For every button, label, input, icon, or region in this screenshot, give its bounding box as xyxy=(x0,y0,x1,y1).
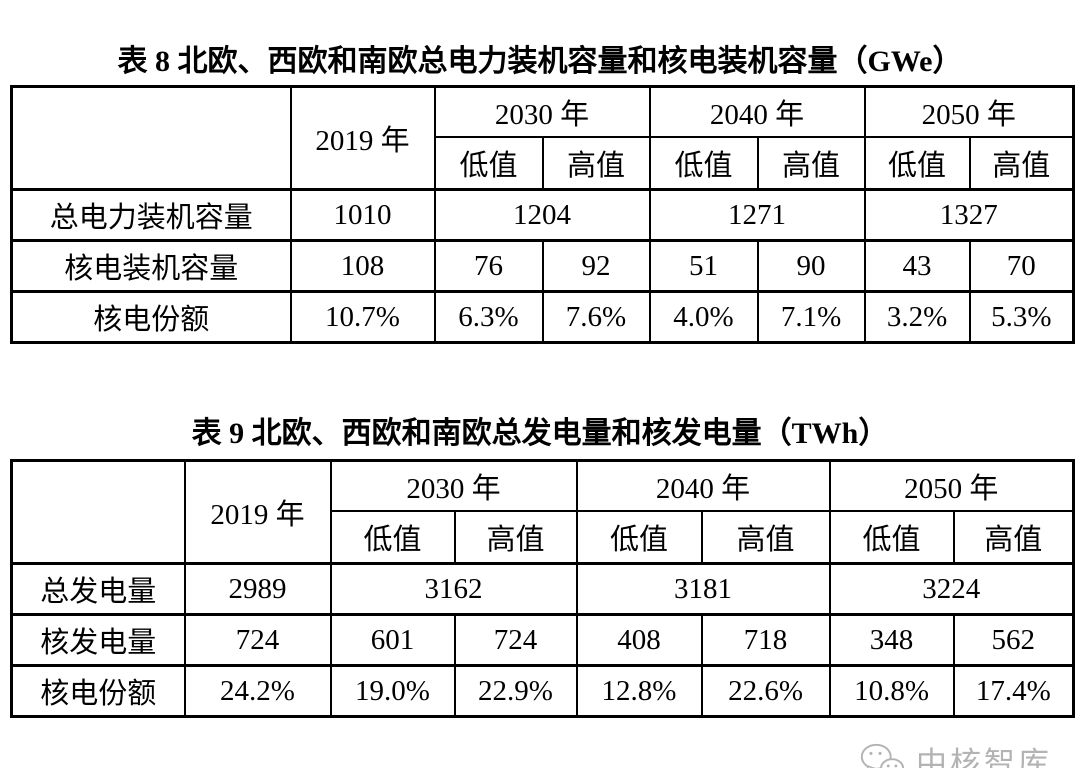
cell-share-2019: 10.7% xyxy=(289,290,436,344)
year-header-2040: 2040 年 xyxy=(575,459,831,512)
cell-total-2050: 1327 xyxy=(863,188,1075,242)
year-header-2030: 2030 年 xyxy=(433,85,651,138)
cell-total-2030: 1204 xyxy=(433,188,651,242)
document-page: 表 8 北欧、西欧和南欧总电力装机容量和核电装机容量（GWe） 2019 年 2… xyxy=(0,44,1080,768)
wechat-icon xyxy=(860,743,905,768)
table-row: 总电力装机容量 1010 1204 1271 1327 xyxy=(10,188,1075,242)
cell-nuclear-2019: 108 xyxy=(289,239,436,293)
subheader-2050-high: 高值 xyxy=(952,509,1075,565)
cell-total-2019: 2989 xyxy=(183,562,332,616)
year-header-2050: 2050 年 xyxy=(863,85,1075,138)
cell-nuclear-2030-low: 601 xyxy=(329,613,456,667)
row-label-nuclear-share: 核电份额 xyxy=(10,290,292,344)
subheader-2050-high: 高值 xyxy=(968,135,1075,191)
table-row: 核发电量 724 601 724 408 718 348 562 xyxy=(10,613,1075,667)
cell-share-2030-low: 19.0% xyxy=(329,664,456,718)
cell-nuclear-2019: 724 xyxy=(183,613,332,667)
cell-nuclear-2050-low: 348 xyxy=(828,613,955,667)
subheader-2040-high: 高值 xyxy=(756,135,866,191)
subheader-2040-low: 低值 xyxy=(575,509,703,565)
corner-cell xyxy=(10,85,292,191)
corner-cell xyxy=(10,459,186,565)
cell-nuclear-2040-high: 90 xyxy=(756,239,866,293)
row-label-total-generation: 总发电量 xyxy=(10,562,186,616)
row-label-nuclear-share: 核电份额 xyxy=(10,664,186,718)
cell-nuclear-2030-high: 92 xyxy=(541,239,651,293)
year-header-2050: 2050 年 xyxy=(828,459,1075,512)
subheader-2050-low: 低值 xyxy=(828,509,955,565)
table-row: 2019 年 2030 年 2040 年 2050 年 xyxy=(10,459,1075,565)
cell-share-2030-high: 7.6% xyxy=(541,290,651,344)
row-label-nuclear-generation: 核发电量 xyxy=(10,613,186,667)
cell-share-2050-low: 10.8% xyxy=(828,664,955,718)
subheader-2040-low: 低值 xyxy=(648,135,759,191)
cell-nuclear-2050-low: 43 xyxy=(863,239,971,293)
cell-nuclear-2040-low: 408 xyxy=(575,613,703,667)
cell-nuclear-2030-high: 724 xyxy=(453,613,578,667)
cell-total-2019: 1010 xyxy=(289,188,436,242)
row-label-nuclear-capacity: 核电装机容量 xyxy=(10,239,292,293)
table-row: 2019 年 2030 年 2040 年 2050 年 xyxy=(10,85,1075,191)
cell-share-2050-high: 5.3% xyxy=(968,290,1075,344)
cell-share-2030-high: 22.9% xyxy=(453,664,578,718)
cell-total-2030: 3162 xyxy=(329,562,578,616)
watermark: 中核智库 xyxy=(858,741,1052,768)
subheader-2050-low: 低值 xyxy=(863,135,971,191)
watermark-text: 中核智库 xyxy=(916,746,1052,768)
year-header-2040: 2040 年 xyxy=(648,85,866,138)
table8: 2019 年 2030 年 2040 年 2050 年 低值 高值 低值 高值 … xyxy=(10,85,1076,344)
row-label-total-capacity: 总电力装机容量 xyxy=(10,188,292,242)
cell-share-2030-low: 6.3% xyxy=(433,290,544,344)
year-header-2030: 2030 年 xyxy=(329,459,578,512)
cell-nuclear-2030-low: 76 xyxy=(433,239,544,293)
cell-share-2050-high: 17.4% xyxy=(952,664,1075,718)
cell-share-2040-high: 7.1% xyxy=(756,290,866,344)
table-row: 核电份额 10.7% 6.3% 7.6% 4.0% 7.1% 3.2% 5.3% xyxy=(10,290,1075,344)
table-row: 低值 高值 低值 高值 低值 高值 xyxy=(12,509,1075,565)
table-row: 低值 高值 低值 高值 低值 高值 xyxy=(12,135,1075,191)
cell-total-2040: 1271 xyxy=(648,188,866,242)
table9-title: 表 9 北欧、西欧和南欧总发电量和核发电量（TWh） xyxy=(191,417,889,450)
cell-total-2040: 3181 xyxy=(575,562,831,616)
subheader-2030-low: 低值 xyxy=(433,135,544,191)
subheader-2030-high: 高值 xyxy=(453,509,578,565)
subheader-2030-low: 低值 xyxy=(329,509,456,565)
cell-nuclear-2040-high: 718 xyxy=(700,613,831,667)
cell-share-2040-low: 4.0% xyxy=(648,290,759,344)
cell-share-2040-high: 22.6% xyxy=(700,664,831,718)
table-row: 核电份额 24.2% 19.0% 22.9% 12.8% 22.6% 10.8%… xyxy=(10,664,1075,718)
cell-share-2019: 24.2% xyxy=(183,664,332,718)
cell-share-2050-low: 3.2% xyxy=(863,290,971,344)
table9: 2019 年 2030 年 2040 年 2050 年 低值 高值 低值 高值 … xyxy=(10,459,1076,718)
subheader-2030-high: 高值 xyxy=(541,135,651,191)
cell-nuclear-2050-high: 70 xyxy=(968,239,1075,293)
cell-nuclear-2050-high: 562 xyxy=(952,613,1075,667)
cell-share-2040-low: 12.8% xyxy=(575,664,703,718)
table8-title: 表 8 北欧、西欧和南欧总电力装机容量和核电装机容量（GWe） xyxy=(117,45,963,78)
cell-nuclear-2040-low: 51 xyxy=(648,239,759,293)
table-row: 核电装机容量 108 76 92 51 90 43 70 xyxy=(10,239,1075,293)
table-row: 总发电量 2989 3162 3181 3224 xyxy=(10,562,1075,616)
year-header-2019: 2019 年 xyxy=(183,459,332,565)
cell-total-2050: 3224 xyxy=(828,562,1075,616)
year-header-2019: 2019 年 xyxy=(289,85,436,191)
subheader-2040-high: 高值 xyxy=(700,509,831,565)
